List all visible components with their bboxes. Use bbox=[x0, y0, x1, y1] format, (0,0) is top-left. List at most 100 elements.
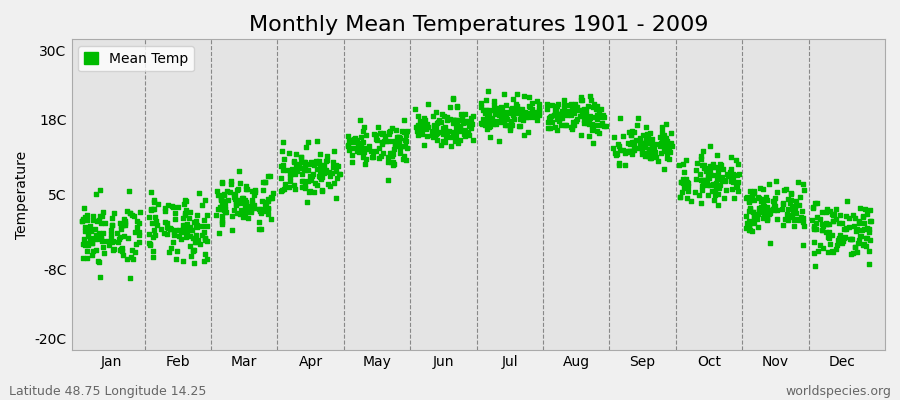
Point bbox=[626, 148, 640, 154]
Point bbox=[356, 148, 371, 154]
Point bbox=[717, 177, 732, 183]
Point bbox=[796, 186, 811, 193]
Point bbox=[77, 227, 92, 234]
Point bbox=[197, 196, 211, 203]
Point bbox=[330, 175, 345, 181]
Point bbox=[706, 164, 720, 170]
Point bbox=[595, 114, 609, 120]
Point bbox=[371, 124, 385, 130]
Point bbox=[625, 127, 639, 134]
Point bbox=[712, 185, 726, 192]
Point bbox=[261, 205, 275, 212]
Point bbox=[574, 94, 589, 100]
Point bbox=[215, 180, 230, 186]
Point bbox=[453, 123, 467, 129]
Point bbox=[465, 121, 480, 128]
Point bbox=[746, 209, 760, 215]
Point bbox=[819, 220, 833, 226]
Point bbox=[756, 186, 770, 192]
Point bbox=[374, 153, 388, 159]
Point bbox=[554, 112, 568, 119]
Point bbox=[282, 183, 296, 190]
Point bbox=[486, 121, 500, 128]
Point bbox=[132, 239, 147, 246]
Point bbox=[85, 252, 99, 258]
Point bbox=[706, 181, 721, 187]
Point bbox=[752, 208, 767, 214]
Point bbox=[475, 107, 490, 113]
Point bbox=[708, 164, 723, 170]
Point bbox=[530, 117, 544, 124]
Point bbox=[248, 205, 262, 212]
Point bbox=[392, 134, 406, 140]
Point bbox=[104, 226, 118, 233]
Point bbox=[417, 120, 431, 126]
Point bbox=[319, 167, 333, 173]
Point bbox=[766, 206, 780, 212]
Point bbox=[483, 134, 498, 141]
Point bbox=[154, 226, 168, 232]
Point bbox=[658, 142, 672, 148]
Point bbox=[104, 230, 118, 237]
Point bbox=[739, 225, 753, 232]
Point bbox=[448, 138, 463, 144]
Point bbox=[81, 242, 95, 248]
Point bbox=[562, 102, 576, 108]
Point bbox=[857, 220, 871, 226]
Point bbox=[105, 222, 120, 228]
Point bbox=[446, 95, 460, 102]
Point bbox=[644, 143, 659, 149]
Point bbox=[842, 236, 857, 242]
Point bbox=[485, 107, 500, 114]
Point bbox=[158, 218, 172, 225]
Point bbox=[585, 122, 599, 129]
Point bbox=[561, 111, 575, 118]
Point bbox=[420, 121, 435, 127]
Point bbox=[455, 112, 470, 119]
Point bbox=[124, 254, 139, 260]
Point bbox=[286, 170, 301, 176]
Point bbox=[80, 255, 94, 262]
Point bbox=[158, 208, 173, 214]
Point bbox=[647, 141, 662, 148]
Point bbox=[703, 170, 717, 176]
Point bbox=[782, 200, 796, 206]
Point bbox=[454, 110, 468, 117]
Point bbox=[747, 220, 761, 226]
Point bbox=[579, 119, 593, 126]
Point bbox=[95, 213, 110, 219]
Point bbox=[652, 140, 667, 147]
Point bbox=[192, 189, 206, 196]
Point bbox=[610, 151, 625, 157]
Point bbox=[428, 131, 443, 137]
Point bbox=[751, 216, 765, 222]
Point bbox=[215, 206, 230, 212]
Point bbox=[389, 127, 403, 134]
Point bbox=[837, 234, 851, 240]
Point bbox=[144, 189, 158, 195]
Point bbox=[820, 221, 834, 228]
Point bbox=[248, 189, 262, 195]
Point bbox=[565, 108, 580, 115]
Point bbox=[446, 96, 461, 102]
Point bbox=[374, 139, 389, 146]
Point bbox=[635, 140, 650, 146]
Point bbox=[456, 131, 471, 137]
Title: Monthly Mean Temperatures 1901 - 2009: Monthly Mean Temperatures 1901 - 2009 bbox=[248, 15, 708, 35]
Point bbox=[527, 109, 542, 115]
Point bbox=[439, 134, 454, 141]
Point bbox=[75, 218, 89, 224]
Point bbox=[836, 226, 850, 232]
Point bbox=[240, 186, 255, 192]
Point bbox=[579, 111, 593, 118]
Point bbox=[490, 118, 504, 124]
Point bbox=[353, 140, 367, 146]
Point bbox=[635, 148, 650, 154]
Point bbox=[705, 188, 719, 194]
Point bbox=[674, 189, 688, 195]
Point bbox=[440, 130, 454, 137]
Point bbox=[595, 119, 609, 126]
Point bbox=[353, 143, 367, 149]
Point bbox=[850, 240, 865, 246]
Point bbox=[659, 121, 673, 127]
